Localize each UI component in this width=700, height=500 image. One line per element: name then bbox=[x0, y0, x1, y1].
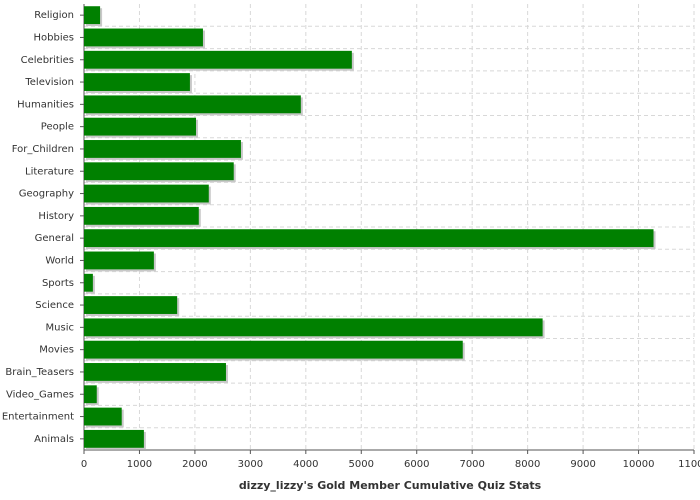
x-tick-label: 7000 bbox=[459, 459, 484, 470]
y-tick-label: Animals bbox=[34, 434, 74, 445]
bar bbox=[84, 117, 197, 136]
bar bbox=[84, 363, 226, 381]
bar bbox=[84, 73, 190, 91]
y-tick-label: Brain_Teasers bbox=[5, 367, 74, 378]
x-tick-label: 3000 bbox=[238, 459, 263, 470]
bar bbox=[84, 296, 178, 314]
bar bbox=[84, 273, 93, 292]
bar bbox=[84, 385, 97, 404]
y-tick-label: Hobbies bbox=[34, 32, 74, 43]
y-tick-label: History bbox=[38, 211, 74, 222]
bar bbox=[84, 206, 199, 225]
y-tick-label: Television bbox=[24, 77, 74, 88]
x-tick-label: 9000 bbox=[570, 459, 595, 470]
x-tick-label: 5000 bbox=[349, 459, 374, 470]
bar bbox=[84, 28, 203, 47]
bar bbox=[84, 140, 241, 158]
bar bbox=[84, 95, 301, 114]
y-tick-label: Science bbox=[35, 300, 74, 311]
x-tick-label: 10000 bbox=[623, 459, 655, 470]
y-tick-label: Video_Games bbox=[6, 389, 74, 400]
y-tick-label: Entertainment bbox=[2, 412, 74, 423]
bar bbox=[84, 184, 209, 203]
x-tick-label: 0 bbox=[81, 459, 87, 470]
bar bbox=[84, 340, 463, 359]
bar bbox=[84, 229, 654, 248]
x-tick-label: 4000 bbox=[293, 459, 318, 470]
y-tick-label: Literature bbox=[25, 166, 74, 177]
bar bbox=[84, 429, 144, 448]
y-tick-label: Religion bbox=[34, 10, 74, 21]
bar bbox=[84, 407, 122, 426]
y-tick-label: General bbox=[35, 233, 74, 244]
bar bbox=[84, 50, 352, 69]
bar bbox=[84, 6, 101, 25]
y-tick-label: Music bbox=[46, 322, 74, 333]
bar bbox=[84, 318, 543, 337]
x-tick-label: 6000 bbox=[404, 459, 429, 470]
y-tick-label: For_Children bbox=[12, 144, 74, 155]
y-tick-label: World bbox=[45, 255, 74, 266]
bar bbox=[84, 251, 154, 270]
x-tick-label: 8000 bbox=[515, 459, 540, 470]
x-tick-label: 11000 bbox=[678, 459, 700, 470]
x-tick-label: 2000 bbox=[182, 459, 207, 470]
y-tick-label: People bbox=[41, 122, 74, 133]
x-tick-label: 1000 bbox=[127, 459, 152, 470]
y-tick-label: Celebrities bbox=[21, 55, 74, 66]
chart-title: dizzy_lizzy's Gold Member Cumulative Qui… bbox=[239, 479, 542, 492]
y-tick-label: Geography bbox=[19, 189, 74, 200]
y-tick-label: Sports bbox=[42, 278, 74, 289]
y-tick-label: Humanities bbox=[17, 99, 74, 110]
bar bbox=[84, 162, 234, 181]
y-tick-label: Movies bbox=[39, 345, 74, 356]
